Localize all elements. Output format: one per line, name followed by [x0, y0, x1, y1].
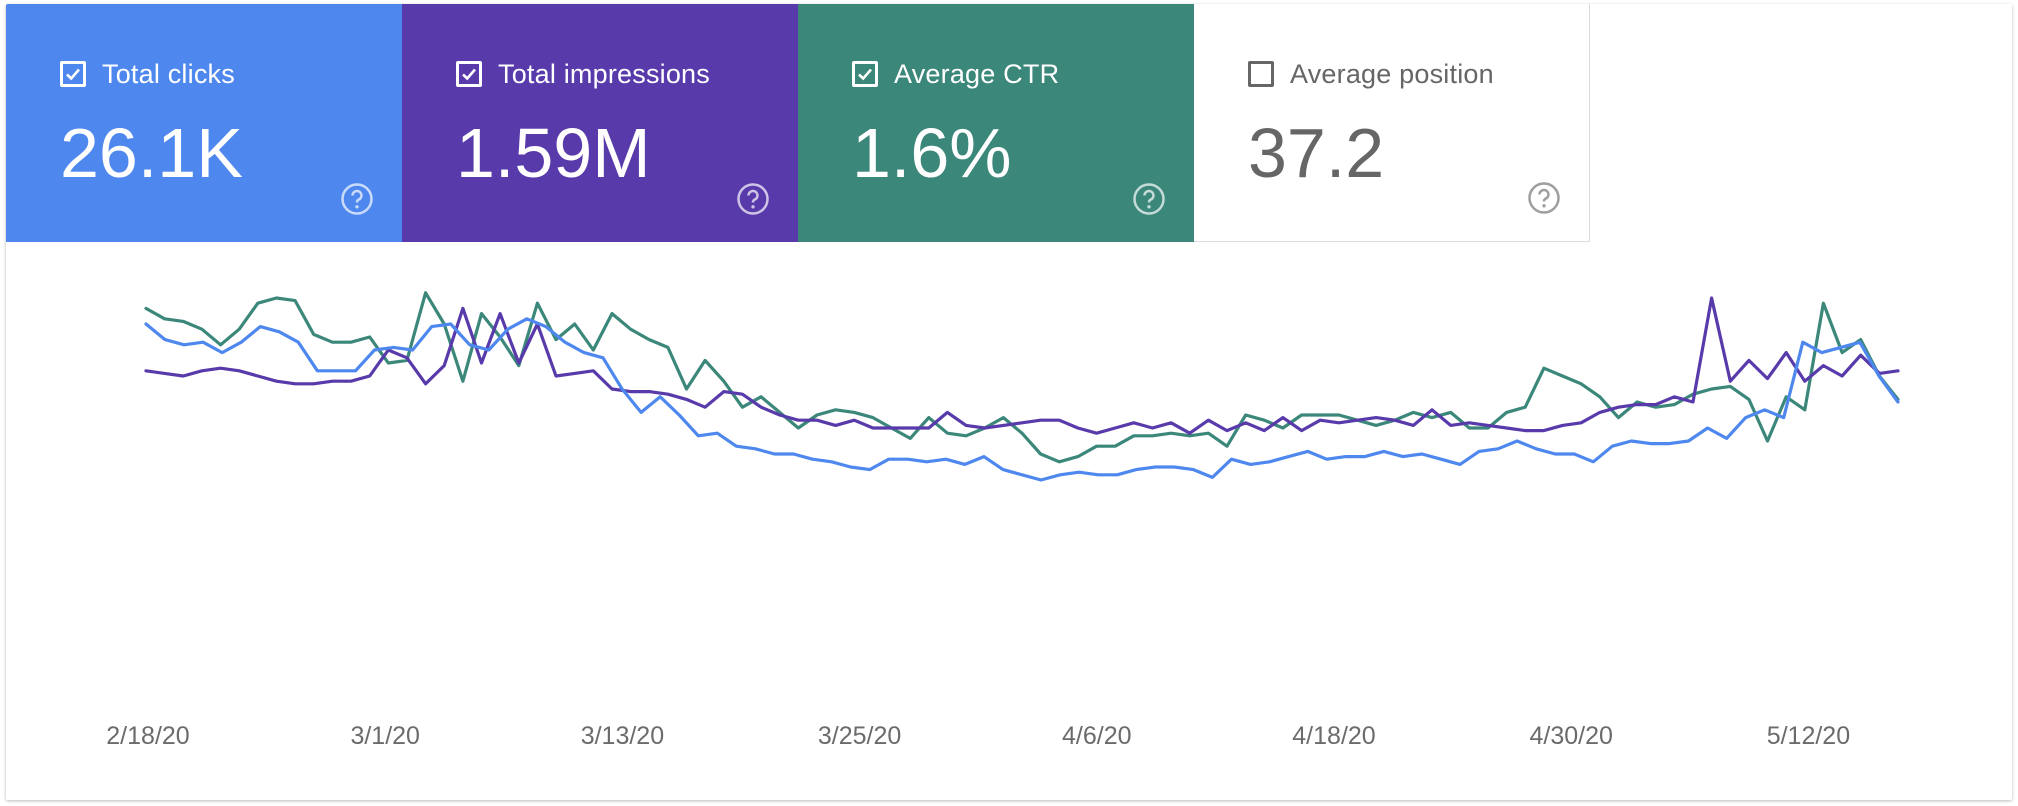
- x-tick-label: 3/25/20: [818, 722, 901, 750]
- help-icon[interactable]: [340, 182, 374, 216]
- chart-lines: [144, 291, 1900, 482]
- x-tick-label: 4/30/20: [1529, 722, 1612, 750]
- checkbox-checked-icon[interactable]: [456, 61, 482, 87]
- metric-cards: Total clicks 26.1K Total impressions 1.5…: [6, 4, 1590, 242]
- card-value: 26.1K: [60, 114, 243, 192]
- x-tick-label: 3/1/20: [350, 722, 420, 750]
- x-tick-label: 3/13/20: [581, 722, 664, 750]
- checkbox-unchecked-icon[interactable]: [1248, 61, 1274, 87]
- series-line-2: [144, 317, 1900, 482]
- card-total-clicks[interactable]: Total clicks 26.1K: [6, 4, 402, 242]
- series-line-0: [144, 291, 1900, 464]
- x-tick-label: 5/12/20: [1767, 722, 1850, 750]
- card-value: 1.6%: [852, 114, 1012, 192]
- help-icon[interactable]: [736, 182, 770, 216]
- x-tick-label: 2/18/20: [106, 722, 189, 750]
- card-value: 37.2: [1248, 114, 1385, 192]
- x-axis-ticks: 2/18/20 3/1/20 3/13/20 3/25/20 4/6/20 4/18/20…: [106, 722, 1850, 750]
- card-value: 1.59M: [456, 114, 651, 192]
- card-label: Average position: [1290, 58, 1494, 89]
- card-total-impressions[interactable]: Total impressions 1.59M: [402, 4, 798, 242]
- x-tick-label: 4/18/20: [1292, 722, 1375, 750]
- card-label: Total clicks: [102, 58, 235, 89]
- help-icon[interactable]: [1527, 181, 1561, 215]
- checkbox-checked-icon[interactable]: [852, 61, 878, 87]
- performance-panel: Total clicks 26.1K Total impressions 1.5…: [6, 4, 2012, 800]
- card-average-ctr[interactable]: Average CTR 1.6%: [798, 4, 1194, 242]
- card-label: Total impressions: [498, 58, 710, 89]
- card-average-position[interactable]: Average position 37.2: [1194, 4, 1590, 242]
- performance-line-chart: 2/18/20 3/1/20 3/13/20 3/25/20 4/6/20 4/18/20…: [106, 291, 1900, 750]
- series-line-1: [144, 296, 1900, 435]
- x-tick-label: 4/6/20: [1062, 722, 1132, 750]
- card-label: Average CTR: [894, 58, 1060, 89]
- help-icon[interactable]: [1132, 182, 1166, 216]
- checkbox-checked-icon[interactable]: [60, 61, 86, 87]
